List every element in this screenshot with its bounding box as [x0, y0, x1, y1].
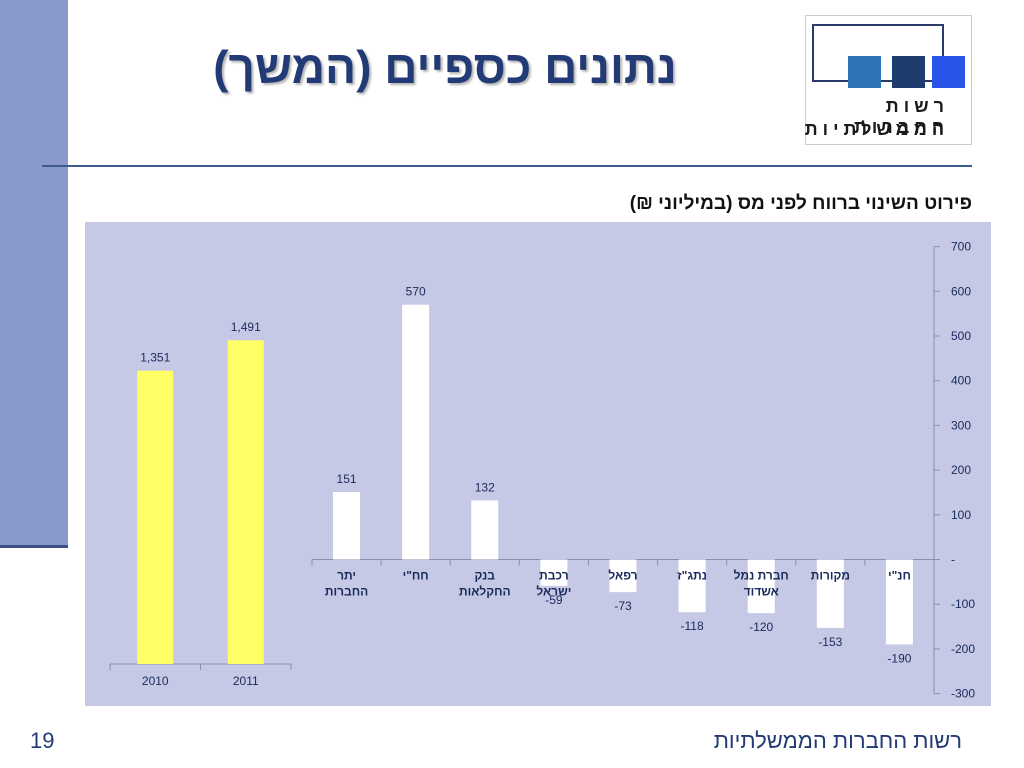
- logo-square-2: [892, 56, 925, 88]
- right-chart-y-tick-label: 100: [951, 508, 971, 522]
- slide-title: נתונים כספיים (המשך): [213, 41, 677, 93]
- right-chart-value-label: -118: [681, 619, 704, 633]
- right-chart-y-tick-label: -: [951, 553, 955, 567]
- logo-text-line1: רשות החברות: [853, 96, 949, 137]
- right-chart-value-label: -59: [545, 593, 563, 607]
- right-chart-value-label: 570: [406, 285, 426, 299]
- right-chart-y-tick-label: -200: [951, 642, 975, 656]
- right-chart-category-label: ישראל: [536, 585, 571, 599]
- logo-square-1: [848, 56, 881, 88]
- right-chart-category-label: החברות: [325, 585, 368, 599]
- chart-title: פירוט השינוי ברווח לפני מס (במיליוני ₪): [629, 193, 972, 214]
- right-chart-y-tick-label: 500: [951, 329, 971, 343]
- right-chart-value-label: 151: [337, 472, 357, 486]
- right-chart-y-tick-label: 700: [951, 240, 971, 254]
- right-chart-bar: [885, 559, 913, 645]
- right-chart-bar: [333, 492, 361, 560]
- right-chart-category-label: חברת נמל: [734, 569, 789, 583]
- logo: רשות החברות הממשלתיות: [805, 15, 972, 145]
- right-chart-value-label: -190: [887, 651, 911, 665]
- right-chart-category-label: מקורות: [811, 569, 850, 583]
- chart-svg: 1,351 2010 1,491 2011 700 600 500 400 300 200 100 -…: [85, 222, 991, 706]
- right-chart-y-tick-label: 400: [951, 374, 971, 388]
- right-chart-category-label: בנק: [475, 569, 496, 583]
- left-decor-band-edge: [0, 545, 68, 548]
- right-chart-y-tick-label: -100: [951, 597, 975, 611]
- logo-text-line2: הממשלתיות: [804, 119, 949, 139]
- right-chart-category-label: החקלאות: [459, 585, 511, 599]
- right-chart-y-tick-label: 300: [951, 418, 971, 432]
- right-chart-y-tick-label: 600: [951, 284, 971, 298]
- logo-square-3: [932, 56, 965, 88]
- left-decor-band: [0, 0, 68, 545]
- left-chart-value-label: 1,351: [140, 351, 170, 365]
- right-chart-bar: [747, 559, 775, 614]
- right-chart-bar: [471, 500, 499, 560]
- chart-area: 1,351 2010 1,491 2011 700 600 500 400 300 200 100 -…: [85, 222, 991, 706]
- right-chart-value-label: -73: [614, 599, 632, 613]
- page-number: 19: [30, 728, 55, 753]
- left-chart-value-label: 1,491: [231, 320, 261, 334]
- footer-org-name: רשות החברות הממשלתיות: [713, 728, 962, 753]
- right-chart-category-label: יתר: [337, 569, 356, 583]
- right-chart-bar: [402, 304, 430, 560]
- right-chart-value-label: 132: [475, 480, 495, 494]
- plot-background: [85, 222, 991, 706]
- right-chart-value-label: -120: [749, 620, 773, 634]
- right-chart-category-label: רפאל: [608, 569, 637, 583]
- right-chart-category-label: חנ"י: [888, 569, 911, 583]
- right-chart-bar: [609, 559, 637, 593]
- right-chart-bar: [678, 559, 706, 613]
- left-chart-category-label: 2011: [233, 674, 259, 688]
- title-divider: [42, 165, 972, 167]
- right-chart-bar: [540, 559, 568, 586]
- right-chart-y-tick-label: -300: [951, 687, 975, 701]
- left-chart-bar: [227, 340, 264, 664]
- right-chart-category-label: אשדוד: [744, 585, 779, 599]
- right-chart-category-label: רכבת: [539, 569, 569, 583]
- left-chart-category-label: 2010: [142, 674, 169, 688]
- right-chart-bar: [816, 559, 844, 628]
- left-chart-bar: [137, 370, 174, 664]
- right-chart-category-label: חח"י: [403, 569, 429, 583]
- right-chart-category-label: נתג"ז: [677, 569, 707, 583]
- right-chart-value-label: -153: [818, 635, 842, 649]
- right-chart-y-tick-label: 200: [951, 463, 971, 477]
